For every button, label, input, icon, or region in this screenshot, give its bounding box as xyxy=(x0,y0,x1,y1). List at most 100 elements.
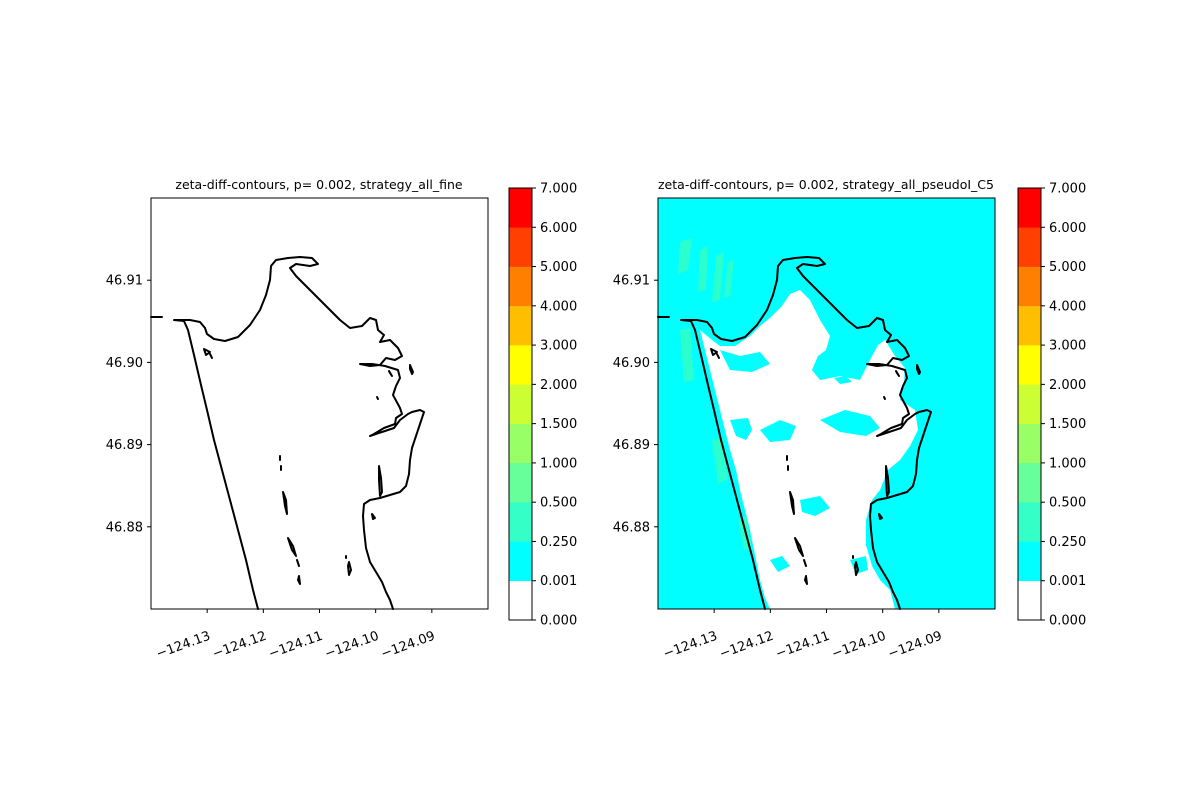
colorbar-tick-label: 3.000 xyxy=(540,339,577,354)
colorbar-segment xyxy=(509,266,532,307)
colorbar-frame xyxy=(508,187,533,621)
colorbar-tick-label: 5.000 xyxy=(540,260,577,275)
colorbar-segment xyxy=(509,502,532,542)
left-island xyxy=(371,513,376,520)
right-island xyxy=(803,559,807,567)
colorbar-segment xyxy=(1018,580,1041,621)
x-tick-label: −124.10 xyxy=(323,629,381,662)
colorbar-segment xyxy=(509,423,532,464)
colorbar-segment xyxy=(1018,345,1041,385)
colorbar-tick-label: 4.000 xyxy=(1049,299,1086,314)
y-tick-label: 46.89 xyxy=(106,438,143,453)
right-field-level-patch xyxy=(678,238,692,274)
colorbar-tick-label: 6.000 xyxy=(540,221,577,236)
left-colorbar: 0.000 0.001 0.250 0.500 1.000 1.500 2.000 3.000… xyxy=(508,182,577,629)
x-tick-label: −124.13 xyxy=(661,629,719,662)
y-tick-label: 46.89 xyxy=(613,438,650,453)
x-tick-label: −124.13 xyxy=(154,629,212,662)
right-island xyxy=(804,575,808,585)
right-y-axis: 46.88 46.89 46.90 46.91 xyxy=(613,274,658,535)
left-coastline xyxy=(150,256,425,610)
colorbar-segment xyxy=(1018,188,1041,228)
colorbar-tick-label: 0.001 xyxy=(540,574,577,589)
colorbar-tick-label: 0.500 xyxy=(1049,496,1086,511)
left-island xyxy=(287,537,297,557)
colorbar-segment xyxy=(509,305,532,346)
y-tick-label: 46.88 xyxy=(613,520,650,535)
left-island xyxy=(378,465,383,497)
colorbar-tick-label: 1.000 xyxy=(1049,456,1086,471)
colorbar-tick-label: 2.000 xyxy=(540,378,577,393)
right-island xyxy=(854,561,859,576)
colorbar-segment xyxy=(509,462,532,503)
colorbar-tick-label: 0.001 xyxy=(1049,574,1086,589)
colorbar-segment xyxy=(1018,227,1041,267)
colorbar-tick-label: 7.000 xyxy=(1049,182,1086,197)
y-tick-label: 46.88 xyxy=(106,520,143,535)
colorbar-segment xyxy=(509,227,532,267)
right-panel: zeta-diff-contours, p= 0.002, strategy_a… xyxy=(613,177,1086,662)
right-field-level-patch xyxy=(698,246,708,292)
left-plot-background xyxy=(151,198,488,609)
right-island xyxy=(716,353,720,359)
x-tick-label: −124.09 xyxy=(886,629,944,662)
right-field-patch xyxy=(760,420,796,442)
colorbar-tick-label: 4.000 xyxy=(540,299,577,314)
colorbar-segment xyxy=(1018,423,1041,464)
y-tick-label: 46.90 xyxy=(106,356,143,371)
right-field-patch xyxy=(720,350,770,372)
right-shoreline-path xyxy=(680,256,932,610)
right-island xyxy=(878,513,883,520)
colorbar-tick-label: 3.000 xyxy=(1049,339,1086,354)
right-island xyxy=(895,370,900,377)
left-x-axis: −124.13−124.12−124.11−124.10−124.09 xyxy=(154,609,437,662)
y-tick-label: 46.91 xyxy=(106,274,143,289)
right-island xyxy=(916,364,921,375)
colorbar-segment xyxy=(1018,266,1041,307)
colorbar-segment xyxy=(1018,541,1041,582)
x-tick-label: −124.11 xyxy=(774,629,832,662)
left-chart-title: zeta-diff-contours, p= 0.002, strategy_a… xyxy=(175,177,463,192)
colorbar-tick-label: 0.000 xyxy=(540,614,577,629)
right-island xyxy=(710,348,718,356)
colorbar-segment xyxy=(1018,305,1041,346)
x-tick-label: −124.10 xyxy=(830,629,888,662)
colorbar-tick-label: 6.000 xyxy=(1049,221,1086,236)
colorbar-tick-label: 0.250 xyxy=(540,535,577,550)
colorbar-segment xyxy=(1018,384,1041,424)
right-field-patch xyxy=(800,496,830,516)
left-island xyxy=(209,353,213,359)
x-tick-label: −124.09 xyxy=(379,629,437,662)
left-island xyxy=(347,561,352,576)
right-field-patch xyxy=(770,556,790,572)
left-y-axis: 46.88 46.89 46.90 46.91 xyxy=(106,274,151,535)
colorbar-segment xyxy=(509,541,532,582)
colorbar-tick-label: 0.250 xyxy=(1049,535,1086,550)
right-field-level-patch xyxy=(712,436,728,484)
y-tick-label: 46.91 xyxy=(613,274,650,289)
x-tick-label: −124.12 xyxy=(211,629,269,662)
right-field-patch xyxy=(730,418,752,440)
left-island xyxy=(282,491,288,515)
right-field-patch xyxy=(834,376,852,384)
colorbar-tick-label: 1.500 xyxy=(1049,417,1086,432)
right-field-level-patch xyxy=(724,260,734,298)
right-coastline xyxy=(657,256,932,610)
colorbar-tick-label: 1.500 xyxy=(540,417,577,432)
left-island xyxy=(376,396,379,400)
left-island xyxy=(388,370,393,377)
right-island xyxy=(883,396,886,400)
colorbar-tick-label: 2.000 xyxy=(1049,378,1086,393)
right-colorbar: 0.000 0.001 0.250 0.500 1.000 1.500 2.000 3.000… xyxy=(1017,182,1086,629)
right-x-axis: −124.13−124.12−124.11−124.10−124.09 xyxy=(661,609,944,662)
x-tick-label: −124.12 xyxy=(718,629,776,662)
right-field-level-patch xyxy=(712,252,724,302)
right-chart-title: zeta-diff-contours, p= 0.002, strategy_a… xyxy=(658,177,994,192)
left-island xyxy=(409,364,414,375)
colorbar-tick-label: 7.000 xyxy=(540,182,577,197)
left-island xyxy=(296,559,300,567)
colorbar-tick-label: 0.000 xyxy=(1049,614,1086,629)
right-field-cyan-patches xyxy=(720,350,880,574)
right-island xyxy=(885,465,890,497)
